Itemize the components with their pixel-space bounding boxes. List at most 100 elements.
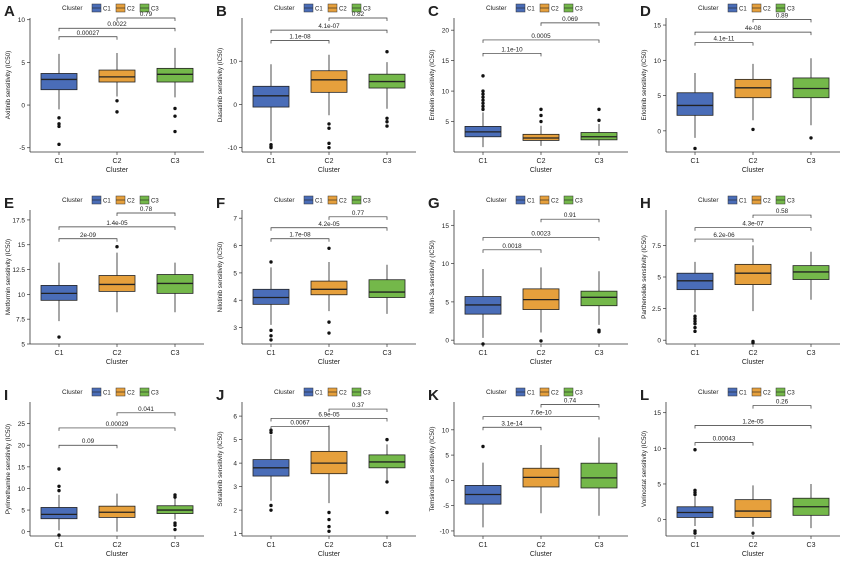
comparison-p-value: 4.1e-07 <box>318 23 340 30</box>
legend-title: Cluster <box>62 197 83 204</box>
y-tick-label: 10 <box>18 486 26 493</box>
comparison-c1-c2: 1.1e-08 <box>270 33 330 44</box>
y-tick-label: 5 <box>657 93 661 100</box>
outlier-point <box>693 531 697 535</box>
comparison-p-value: 0.00043 <box>713 436 736 443</box>
outlier-point <box>173 493 177 497</box>
y-axis-label: Nilotinib sensitivity (IC50) <box>217 242 224 313</box>
legend-label-c1: C1 <box>103 7 111 13</box>
panel-l: L Cluster C1 C2 C3 0 5 10 15 Vorinostat sensitivi… <box>640 387 840 558</box>
legend: Cluster C1 C2 C3 <box>698 387 795 397</box>
outlier-point <box>751 341 755 345</box>
comparison-c1-c2: 0.00027 <box>58 30 118 40</box>
box-c1 <box>676 73 714 151</box>
outlier-point <box>693 322 697 326</box>
box-c3 <box>792 483 830 529</box>
outlier-point <box>481 92 485 96</box>
comparison-c1-c2: 6.2e-06 <box>694 232 754 243</box>
legend-label-c3: C3 <box>151 7 159 13</box>
comparison-c2-c3: 0.74 <box>540 398 600 408</box>
panel-c: C Cluster C1 C2 C3 5 10 15 20 Embelin sensitivity… <box>428 3 628 174</box>
y-tick-label: 15 <box>654 23 662 30</box>
comparison-p-value: 2e-09 <box>80 232 97 239</box>
legend: Cluster C1 C2 C3 <box>274 387 371 397</box>
comparison-bracket <box>694 238 754 243</box>
outlier-point <box>597 330 601 334</box>
legend-title: Cluster <box>62 389 83 396</box>
box-c1 <box>676 261 714 334</box>
y-tick-label: 5 <box>233 270 237 277</box>
legend: Cluster C1 C2 C3 <box>274 3 371 13</box>
outlier-point <box>693 448 697 452</box>
y-tick-label: 5 <box>657 275 661 282</box>
y-tick-label: 3 <box>233 325 237 332</box>
legend-title: Cluster <box>62 5 83 12</box>
y-tick-label: -10 <box>440 528 450 535</box>
box-c2 <box>310 246 348 335</box>
x-axis-label: Cluster <box>106 167 129 174</box>
box-c3 <box>368 437 406 515</box>
x-axis-label: Cluster <box>318 359 341 366</box>
box-body <box>40 73 78 91</box>
box-c1 <box>464 74 502 148</box>
comparison-bracket <box>482 426 542 431</box>
x-tick-label-c1: C1 <box>691 350 700 357</box>
comparison-c2-c3: 0.26 <box>752 399 812 409</box>
legend-label-c2: C2 <box>763 7 771 13</box>
comparison-c1-c2: 0.0018 <box>482 243 542 253</box>
comparison-c1-c3: 1.2e-05 <box>694 419 812 429</box>
y-tick-label: 5 <box>445 453 449 460</box>
comparison-p-value: 0.00027 <box>77 30 100 37</box>
comparison-c1-c2: 0.09 <box>58 438 118 449</box>
box-body <box>98 69 136 83</box>
box-c2 <box>734 245 772 345</box>
outlier-point <box>481 89 485 93</box>
comparison-c1-c2: 1.1e-10 <box>482 46 542 57</box>
outlier-point <box>481 342 485 346</box>
y-axis-label: Dasatinib sensitivity (IC50) <box>217 48 224 123</box>
y-tick-label: 5 <box>21 342 25 349</box>
legend: Cluster C1 C2 C3 <box>62 3 159 13</box>
comparison-c1-c2: 3.1e-14 <box>482 420 542 431</box>
outlier-point <box>269 428 273 432</box>
x-tick-label-c2: C2 <box>537 542 546 549</box>
y-tick-label: 3 <box>233 484 237 491</box>
panel-letter: C <box>428 3 439 20</box>
x-tick-label-c2: C2 <box>325 350 334 357</box>
legend-label-c3: C3 <box>151 199 159 205</box>
outlier-point <box>481 444 485 449</box>
legend: Cluster C1 C2 C3 <box>486 195 583 205</box>
outlier-point <box>327 122 331 126</box>
box-body <box>580 462 618 489</box>
legend-label-c2: C2 <box>551 199 559 205</box>
y-axis-label: Erlotinib sensitivity (IC50) <box>641 49 648 120</box>
legend: Cluster C1 C2 C3 <box>698 3 795 13</box>
legend: Cluster C1 C2 C3 <box>698 195 795 205</box>
x-tick-label-c3: C3 <box>595 542 604 549</box>
x-tick-label-c1: C1 <box>479 158 488 165</box>
legend-label-c3: C3 <box>151 391 159 397</box>
x-tick-label-c2: C2 <box>537 158 546 165</box>
legend-label-c2: C2 <box>127 391 135 397</box>
box-c1 <box>40 262 78 339</box>
y-tick-label: 5 <box>657 481 661 488</box>
y-axis-label: Temsirolimus sensitivity (IC50) <box>429 426 436 511</box>
legend-label-c2: C2 <box>339 391 347 397</box>
x-tick-label-c3: C3 <box>595 350 604 357</box>
outlier-point <box>57 484 61 488</box>
x-axis-label: Cluster <box>106 359 129 366</box>
x-axis-label: Cluster <box>742 167 765 174</box>
y-tick-label: 10 <box>442 427 450 434</box>
x-tick-label-c3: C3 <box>383 542 392 549</box>
legend-label-c3: C3 <box>363 199 371 205</box>
outlier-point <box>327 145 331 150</box>
comparison-bracket <box>270 418 388 422</box>
box-c2 <box>98 52 136 114</box>
y-tick-label: 0 <box>233 102 237 109</box>
legend-label-c3: C3 <box>787 7 795 13</box>
x-tick-label-c2: C2 <box>537 350 546 357</box>
comparison-p-value: 1.7e-08 <box>289 232 311 239</box>
y-tick-label: 5 <box>445 299 449 306</box>
outlier-point <box>57 335 61 339</box>
outlier-point <box>539 339 543 343</box>
